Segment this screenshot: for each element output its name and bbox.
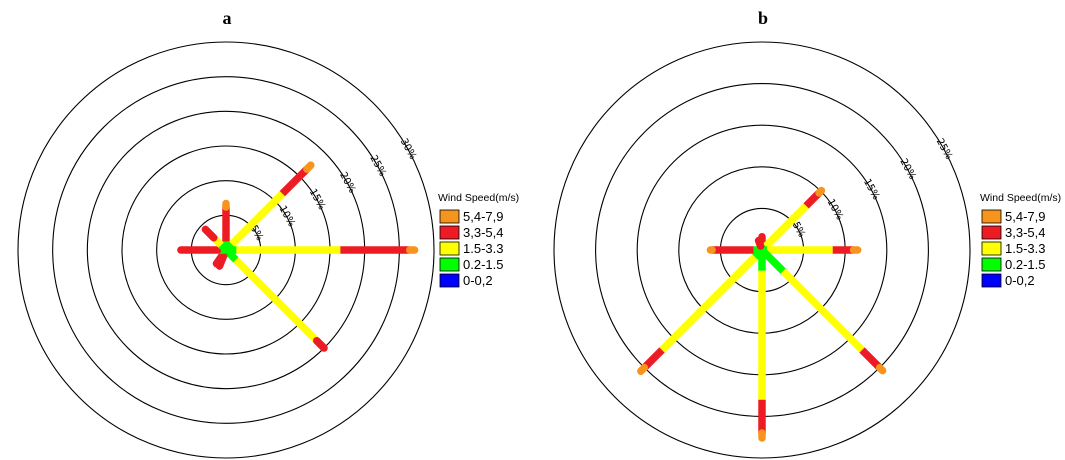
spoke-a-45-2 bbox=[229, 190, 286, 247]
ring-label-b-4: 20% bbox=[897, 157, 917, 182]
ring-label-b-3: 15% bbox=[861, 177, 881, 202]
panel-title-b: b bbox=[758, 8, 768, 28]
legend-title-a: Wind Speed(m/s) bbox=[438, 192, 519, 204]
wind-rose-panel-a: a5%10%15%20%25%30%Wind Speed(m/s)5,4-7,9… bbox=[17, 8, 519, 459]
spoke-b-225-1 bbox=[641, 347, 665, 371]
legend-swatch-a-1 bbox=[439, 225, 460, 240]
ring-label-a-3: 15% bbox=[307, 187, 327, 212]
ring-label-a-6: 30% bbox=[398, 137, 418, 162]
spoke-a-215-1 bbox=[212, 250, 227, 268]
legend-label-a-1: 3,3-5,4 bbox=[463, 225, 503, 240]
legend-label-a-0: 5,4-7,9 bbox=[463, 209, 503, 224]
panel-title-a: a bbox=[223, 8, 232, 28]
legend-label-b-1: 3,3-5,4 bbox=[1005, 225, 1045, 240]
legend-swatch-b-0 bbox=[981, 209, 1002, 224]
spoke-b-225-2 bbox=[659, 254, 758, 353]
spoke-a-45-1 bbox=[279, 166, 310, 197]
spoke-b-45-0 bbox=[815, 186, 826, 197]
ring-label-b-5: 25% bbox=[934, 137, 954, 162]
spoke-b-135-1 bbox=[859, 347, 883, 371]
ring-b-5 bbox=[553, 41, 971, 459]
legend-label-a-2: 1.5-3.3 bbox=[463, 241, 503, 256]
legend-swatch-a-2 bbox=[439, 241, 460, 256]
legend-label-b-3: 0.2-1.5 bbox=[1005, 257, 1045, 272]
legend-label-b-2: 1.5-3.3 bbox=[1005, 241, 1045, 256]
spoke-b-225-0 bbox=[637, 363, 649, 375]
legend-label-a-3: 0.2-1.5 bbox=[463, 257, 503, 272]
legend-a: Wind Speed(m/s) 5,4-7,93,3-5,41.5-3.30.2-… bbox=[438, 192, 519, 288]
spoke-a-315-1 bbox=[201, 225, 218, 242]
ring-label-a-2: 10% bbox=[276, 204, 296, 229]
legend-label-a-4: 0-0,2 bbox=[463, 273, 493, 288]
ring-label-b-2: 10% bbox=[825, 197, 845, 222]
spokes-a bbox=[177, 161, 419, 352]
ring-label-a-5: 25% bbox=[367, 154, 387, 179]
legend-title-b: Wind Speed(m/s) bbox=[980, 192, 1061, 204]
spoke-b-135-0 bbox=[875, 363, 887, 375]
wind-rose-panel-b: b5%10%15%20%25%Wind Speed(m/s)5,4-7,93,3… bbox=[553, 8, 1061, 459]
spoke-a-135-1 bbox=[312, 336, 328, 352]
legend-swatch-b-1 bbox=[981, 225, 1002, 240]
legend-swatch-a-3 bbox=[439, 257, 460, 272]
legend-swatch-b-4 bbox=[981, 273, 1002, 288]
legend-label-b-0: 5,4-7,9 bbox=[1005, 209, 1045, 224]
legend-swatch-b-3 bbox=[981, 257, 1002, 272]
ring-a-6 bbox=[17, 41, 435, 459]
spoke-a-45-0 bbox=[303, 161, 315, 173]
spoke-a-135-2 bbox=[233, 257, 320, 344]
spoke-b-45-2 bbox=[762, 203, 809, 250]
legend-label-b-4: 0-0,2 bbox=[1005, 273, 1035, 288]
spoke-a-315-3 bbox=[218, 242, 229, 253]
legend-swatch-b-2 bbox=[981, 241, 1002, 256]
legend-swatch-a-4 bbox=[439, 273, 460, 288]
ring-label-a-4: 20% bbox=[337, 170, 357, 195]
legend-b: Wind Speed(m/s) 5,4-7,93,3-5,41.5-3.30.2-… bbox=[980, 192, 1061, 288]
spoke-b-340-1 bbox=[754, 236, 765, 250]
spokes-b bbox=[637, 186, 887, 442]
legend-swatch-a-0 bbox=[439, 209, 460, 224]
spoke-b-135-2 bbox=[780, 268, 865, 353]
